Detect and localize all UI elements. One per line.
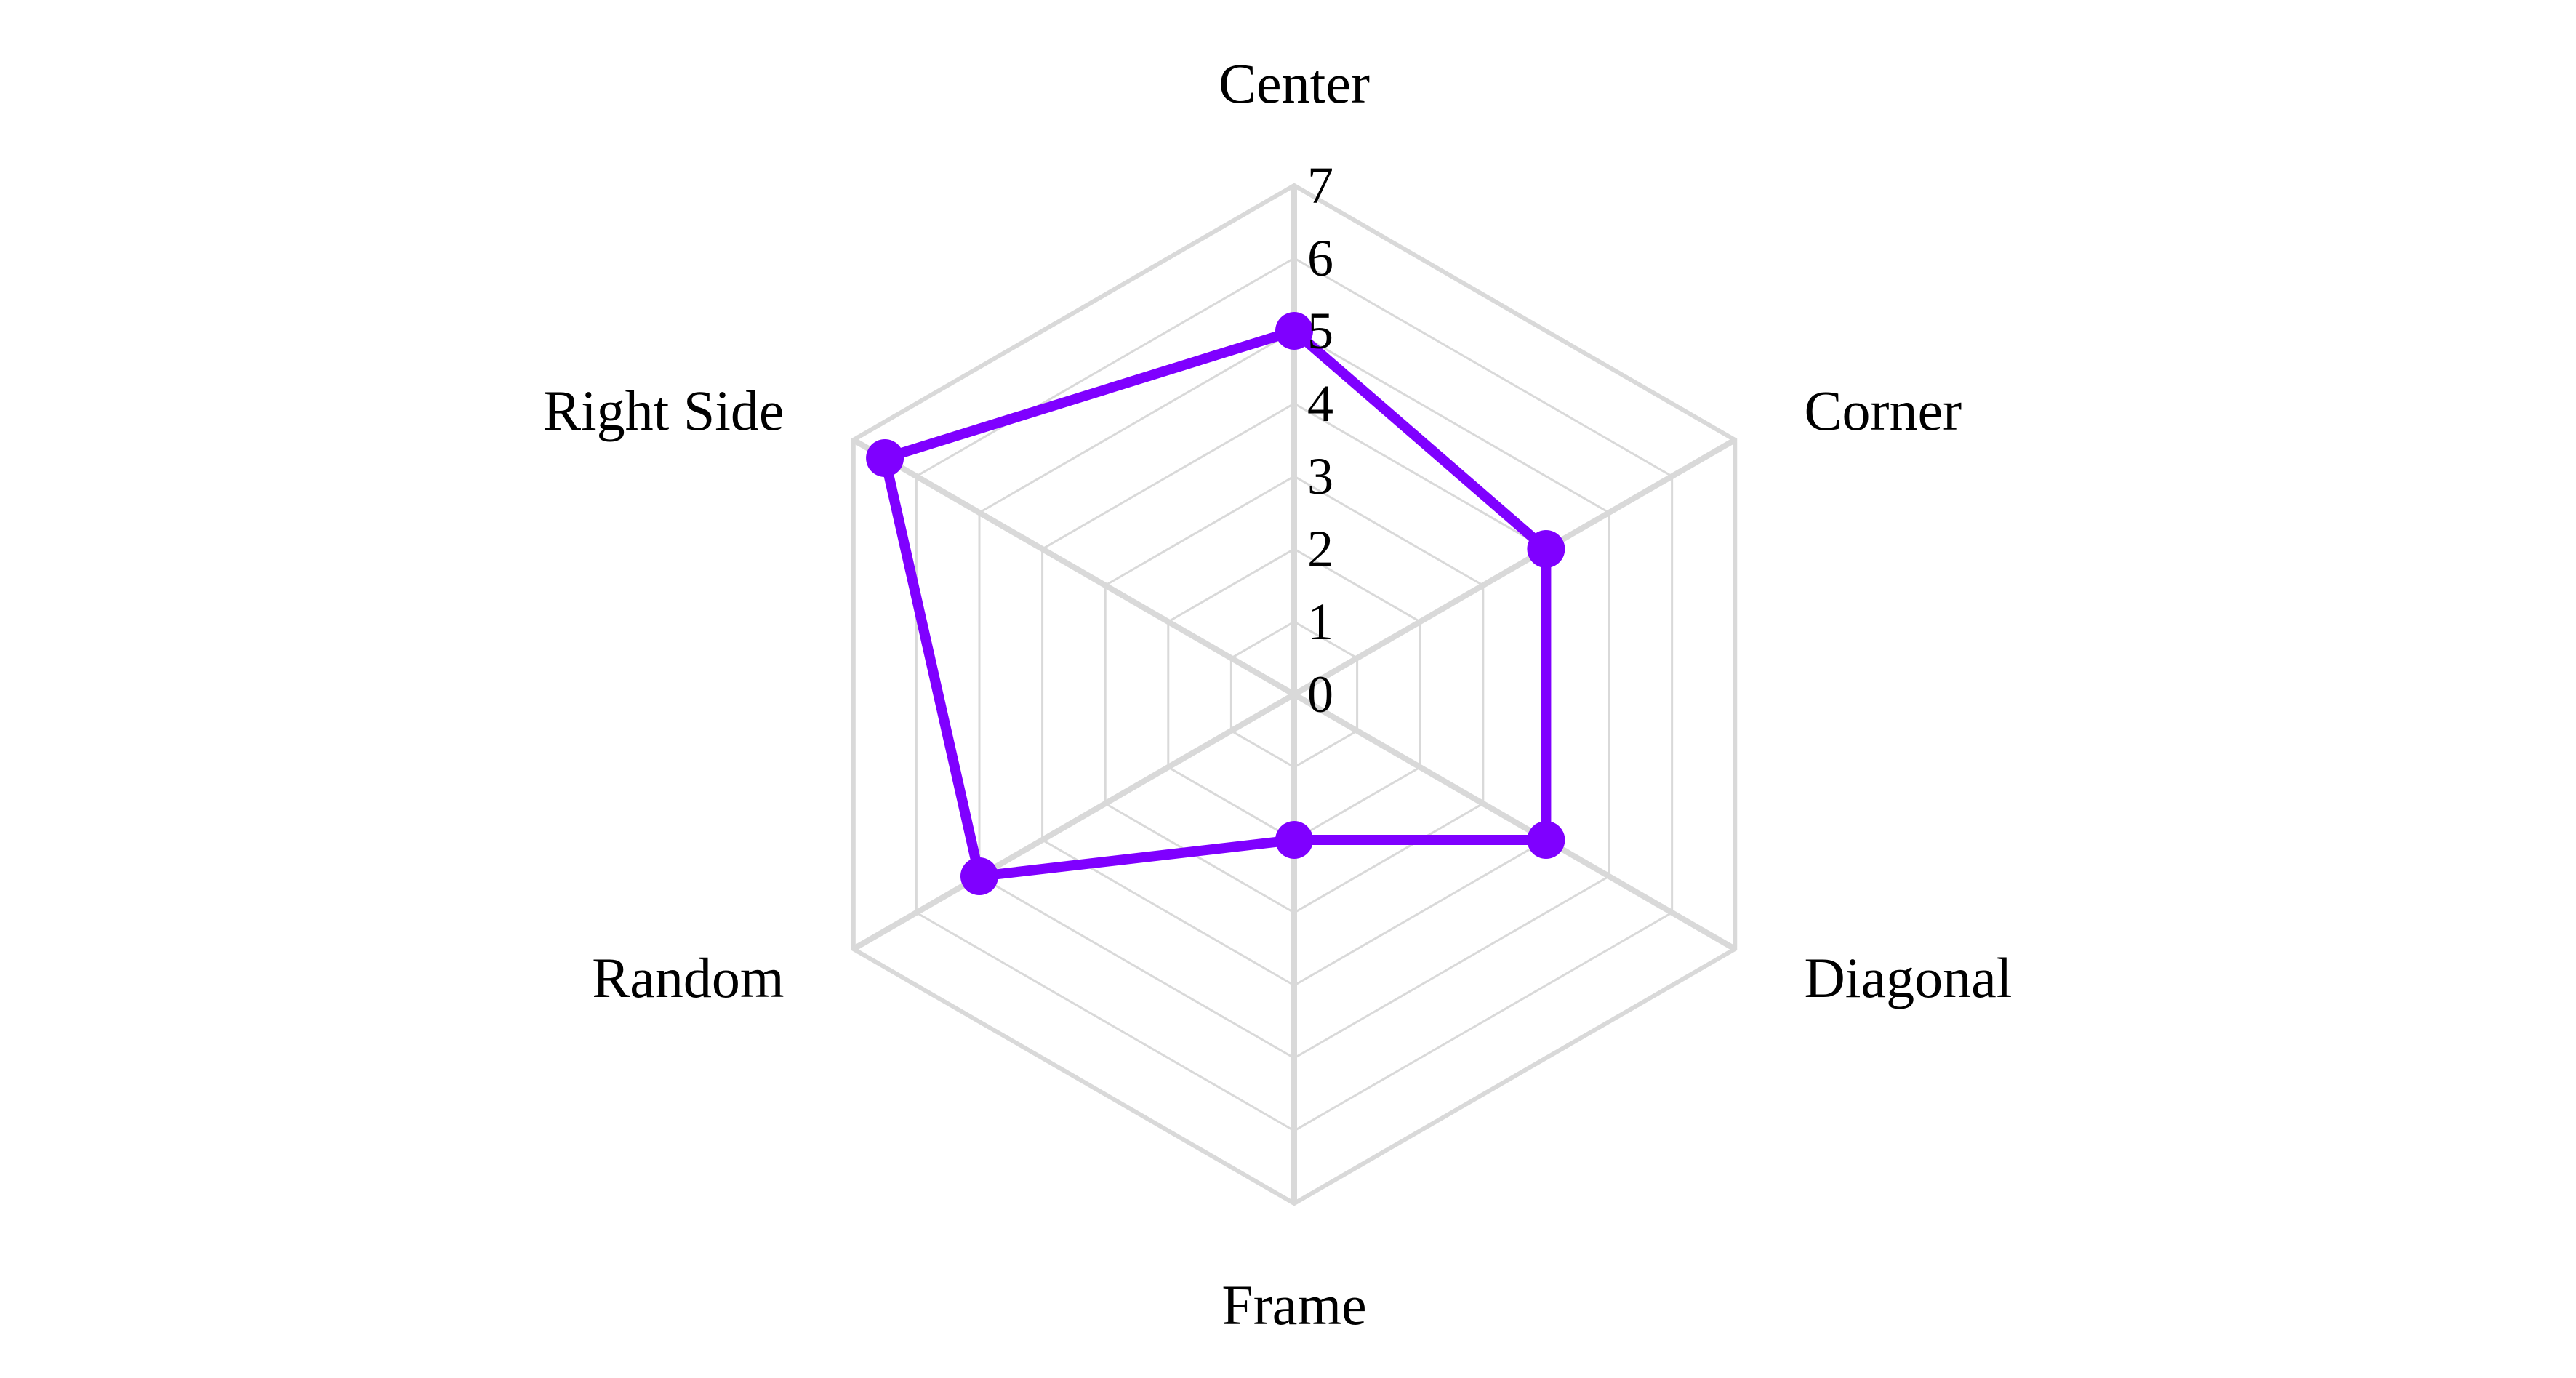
tick-label-5: 5 [1307, 302, 1333, 360]
spoke-random [851, 692, 1296, 952]
category-label-random: Random [592, 946, 784, 1009]
tick-label-7: 7 [1307, 156, 1333, 215]
category-label-center: Center [1219, 52, 1370, 115]
tick-label-4: 4 [1307, 374, 1333, 433]
data-point-corner [1527, 530, 1565, 568]
tick-label-3: 3 [1307, 447, 1333, 505]
tick-label-1: 1 [1307, 593, 1333, 651]
data-point-right-side [866, 439, 904, 477]
spoke-diagonal [1292, 692, 1737, 952]
category-label-frame: Frame [1221, 1273, 1366, 1337]
category-label-diagonal: Diagonal [1804, 946, 2012, 1009]
radial-tick-labels: 0 1 2 3 4 5 6 7 [1307, 156, 1333, 724]
category-label-right-side: Right Side [543, 379, 785, 442]
tick-label-6: 6 [1307, 229, 1333, 287]
tick-label-0: 0 [1307, 665, 1333, 724]
spoke-right-side [851, 437, 1296, 697]
data-point-diagonal [1527, 821, 1565, 859]
grid-spokes [851, 185, 1737, 1203]
data-point-frame [1275, 821, 1313, 859]
category-label-corner: Corner [1804, 379, 1962, 442]
tick-label-2: 2 [1307, 520, 1333, 578]
data-point-center [1275, 312, 1313, 350]
spoke-corner [1292, 437, 1737, 697]
data-point-random [960, 857, 998, 895]
series-layer [866, 312, 1565, 895]
category-labels: Center Corner Diagonal Frame Random Right Sid… [543, 52, 2012, 1337]
